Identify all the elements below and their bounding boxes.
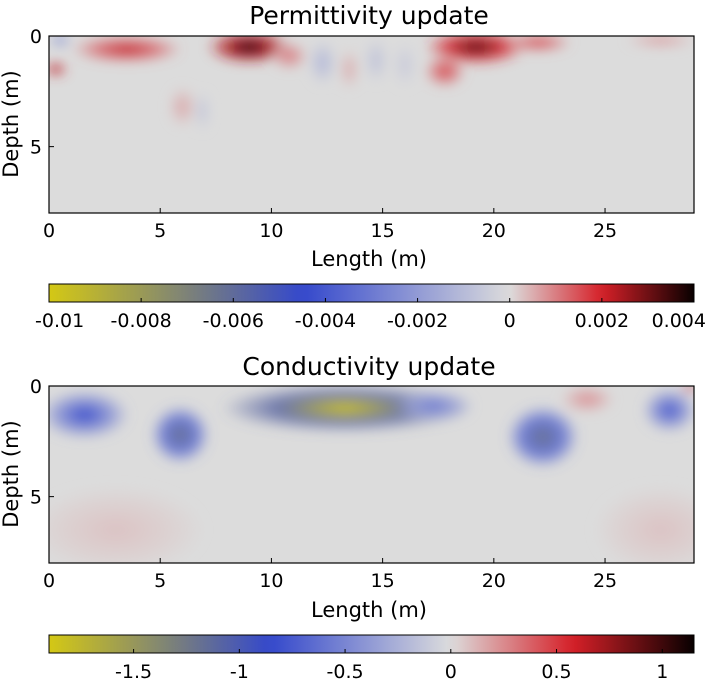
conductivity-x-ticks: 0 5 10 15 20 25: [43, 558, 617, 592]
heatmap-region: [393, 42, 416, 87]
colorbar-tick-label: -0.01: [35, 310, 84, 332]
colorbar-tick-label: -0.006: [203, 310, 264, 332]
conductivity-axes-frame: [48, 385, 695, 564]
permittivity-x-ticks: 0 5 10 15 20 25: [43, 208, 617, 242]
x-tick-label: 25: [593, 220, 617, 242]
conductivity-y-ticks: 05: [30, 376, 54, 509]
heatmap-region: [504, 36, 572, 52]
conductivity-xlabel: Length (m): [311, 598, 427, 622]
x-tick-label: 15: [371, 220, 395, 242]
heatmap-region: [271, 42, 308, 70]
x-tick-label: 5: [154, 220, 166, 242]
colorbar-tick-label: 0.004: [652, 310, 706, 332]
heatmap-region: [424, 55, 465, 87]
colorbar-tick-label: -0.5: [327, 661, 364, 683]
heatmap-region: [71, 36, 183, 63]
conductivity-colorbar: [48, 634, 695, 654]
y-tick-label: 0: [30, 26, 42, 48]
x-tick-label: 15: [371, 570, 395, 592]
conductivity-title: Conductivity update: [242, 352, 495, 381]
permittivity-ylabel: Depth (m): [0, 70, 23, 177]
colorbar-tick-label: -0.002: [387, 310, 448, 332]
y-tick-label: 0: [30, 376, 42, 398]
y-tick-label: 5: [30, 487, 42, 509]
permittivity-y-ticks: 05: [30, 26, 54, 159]
permittivity-title: Permittivity update: [249, 1, 489, 30]
heatmap-region: [364, 38, 388, 83]
heatmap-region: [625, 36, 694, 48]
y-tick-label: 5: [30, 137, 42, 159]
colorbar-tick-label: 1: [656, 661, 668, 683]
x-tick-label: 5: [154, 570, 166, 592]
x-tick-label: 25: [593, 570, 617, 592]
heatmap-region: [507, 405, 579, 468]
heatmap-region: [195, 91, 210, 132]
heatmap-region: [642, 388, 694, 433]
x-tick-label: 10: [259, 220, 283, 242]
colorbar-tick-label: 0.5: [541, 661, 571, 683]
heatmap-region: [169, 86, 196, 127]
colorbar-tick-label: -1.5: [115, 661, 152, 683]
heatmap-region: [151, 405, 210, 464]
colorbar-tick-label: 0.002: [575, 310, 629, 332]
colorbar-tick-label: -1: [230, 661, 249, 683]
heatmap-region: [49, 36, 72, 46]
heatmap-region: [309, 40, 336, 85]
colorbar-tick-label: -0.008: [111, 310, 172, 332]
conductivity-heatmap: [49, 386, 694, 563]
x-tick-label: 20: [482, 570, 506, 592]
heatmap-region: [49, 485, 205, 563]
heatmap-region: [593, 485, 694, 563]
heatmap-region: [560, 386, 614, 413]
colorbar-tick-label: 0: [504, 310, 516, 332]
x-tick-label: 10: [259, 570, 283, 592]
heatmap-region: [49, 390, 130, 440]
x-tick-label: 20: [482, 220, 506, 242]
permittivity-panel: Permittivity update 0 5 10 15 20 25 05 Length…: [0, 1, 706, 332]
colorbar-tick-label: -0.004: [295, 310, 356, 332]
heatmap-region: [340, 49, 359, 90]
heatmap-region: [393, 390, 474, 422]
conductivity-colorbar-ticks: -1.5 -1 -0.5 0 0.5 1: [115, 649, 668, 683]
permittivity-axes-frame: [48, 35, 695, 214]
heatmap-region: [680, 386, 694, 392]
permittivity-colorbar-ticks: -0.01 -0.008 -0.006 -0.004 -0.002 0 0.002 0.004: [35, 298, 706, 332]
heatmap-region: [49, 62, 67, 76]
permittivity-colorbar: [48, 283, 695, 303]
x-tick-label: 0: [43, 570, 55, 592]
conductivity-panel: Conductivity update 0 5 10 15 20 25 05 Length…: [0, 352, 695, 683]
permittivity-xlabel: Length (m): [311, 247, 427, 271]
colorbar-tick-label: 0: [445, 661, 457, 683]
x-tick-label: 0: [43, 220, 55, 242]
permittivity-heatmap: [49, 36, 694, 213]
conductivity-ylabel: Depth (m): [0, 420, 23, 527]
heatmap-region: [206, 36, 292, 64]
